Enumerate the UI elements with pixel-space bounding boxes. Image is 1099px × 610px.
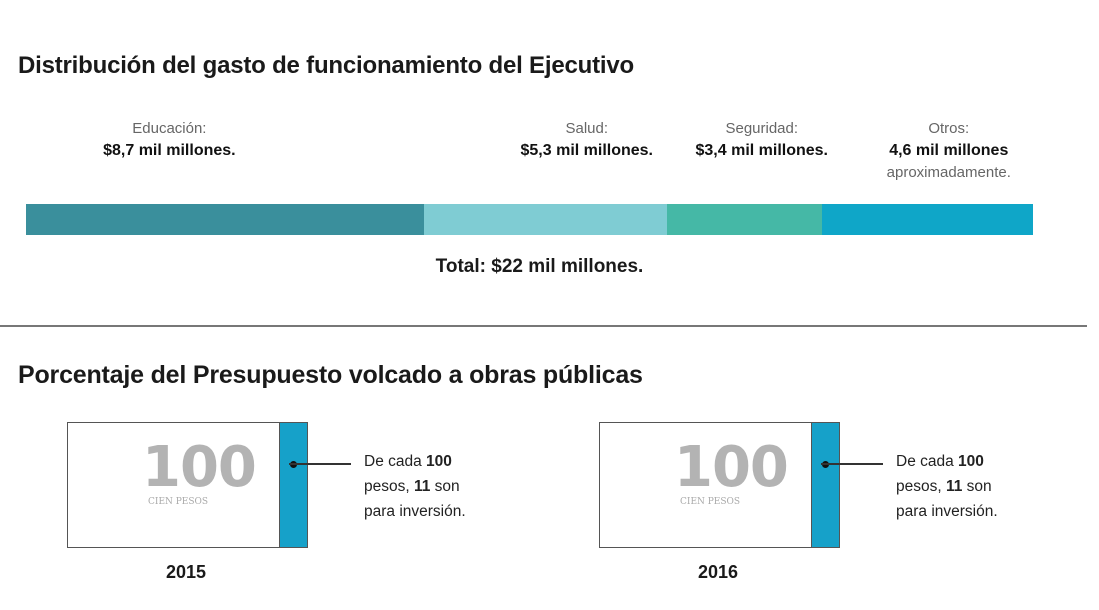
bill-2015: 100 CIEN PESOS (67, 422, 308, 548)
total-label: Total: $22 mil millones. (0, 256, 1099, 278)
bill-number: 100 (142, 435, 257, 500)
segment-note: aproximadamente. (886, 164, 1011, 181)
bill-number: 100 (674, 435, 789, 500)
connector-line (289, 463, 351, 465)
note-investment: 11 (945, 478, 963, 495)
segment-label-1: Educación: $8,7 mil millones. (74, 118, 264, 162)
section-divider (0, 325, 1087, 327)
segment-category: Educación: (132, 120, 207, 137)
investment-note-2015: De cada 100 pesos, 11 son para inversión. (364, 449, 466, 524)
investment-note-2016: De cada 100 pesos, 11 son para inversión. (896, 449, 998, 524)
bill-text: CIEN PESOS (680, 497, 741, 507)
investment-stripe (811, 423, 839, 547)
chart-title-public-works: Porcentaje del Presupuesto volcado a obr… (18, 361, 643, 389)
segment-value: 4,6 mil millones (889, 142, 1009, 159)
stacked-bar (26, 204, 1033, 235)
total-text: Total: $22 mil millones. (435, 256, 644, 277)
segment-label-2: Salud: $5,3 mil millones. (492, 118, 682, 162)
note-line-3: para inversión. (364, 503, 466, 520)
segment-category: Salud: (565, 120, 609, 137)
note-per: 100 (426, 453, 452, 470)
segment-category: Seguridad: (725, 120, 799, 137)
note-line-2: pesos, 11 son (896, 478, 992, 495)
note-per: 100 (958, 453, 984, 470)
note-line-1: De cada 100 (364, 453, 452, 470)
year-label: 2016 (697, 562, 739, 582)
bar-segment-2 (424, 204, 667, 235)
segment-value: $3,4 mil millones. (695, 142, 829, 159)
note-investment: 11 (413, 478, 431, 495)
note-line-3: para inversión. (896, 503, 998, 520)
connector-line (821, 463, 883, 465)
bar-segment-1 (26, 204, 425, 235)
stripe-dot (290, 461, 297, 468)
segment-category: Otros: (928, 120, 970, 137)
stripe-dot (822, 461, 829, 468)
bill-text: CIEN PESOS (148, 497, 209, 507)
bar-segment-3 (666, 204, 823, 235)
chart-title-spending: Distribución del gasto de funcionamiento… (18, 52, 634, 79)
note-line-1: De cada 100 (896, 453, 984, 470)
year-label: 2015 (165, 562, 207, 582)
segment-value: $5,3 mil millones. (520, 142, 654, 159)
note-line-2: pesos, 11 son (364, 478, 460, 495)
segment-label-4: Otros: 4,6 mil millones aproximadamente. (854, 118, 1044, 184)
investment-stripe (279, 423, 307, 547)
segment-label-3: Seguridad: $3,4 mil millones. (667, 118, 857, 162)
bill-2016: 100 CIEN PESOS (599, 422, 840, 548)
segment-value: $8,7 mil millones. (103, 142, 236, 159)
bar-segment-4 (822, 204, 1033, 235)
